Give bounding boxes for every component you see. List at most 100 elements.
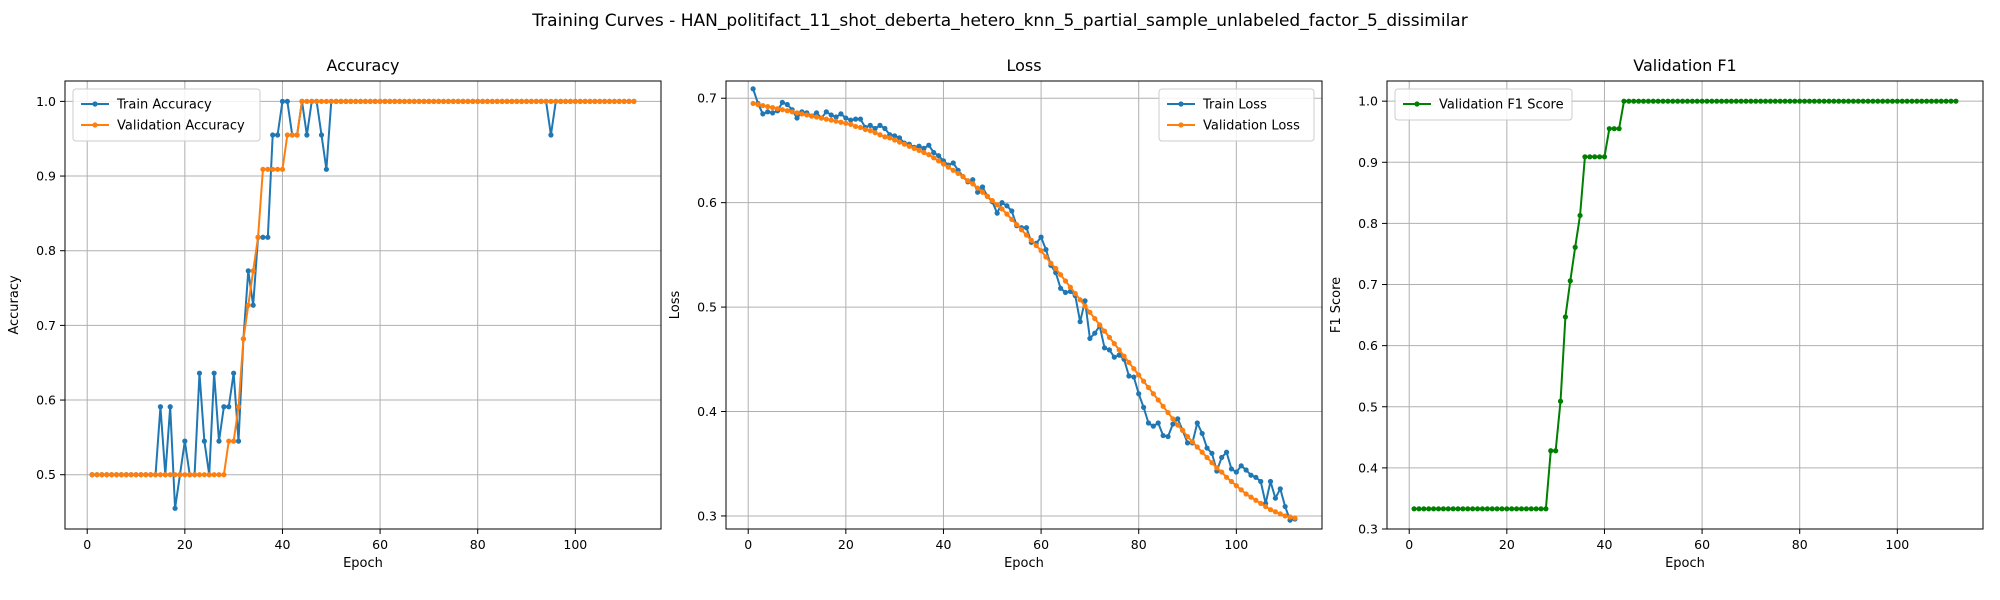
data-point bbox=[1543, 506, 1549, 512]
data-point bbox=[1758, 98, 1764, 104]
data-point bbox=[867, 122, 873, 128]
data-point bbox=[631, 98, 637, 104]
data-point bbox=[1919, 98, 1925, 104]
data-point bbox=[1145, 420, 1152, 426]
data-point bbox=[984, 193, 990, 199]
x-tick-label: 100 bbox=[563, 537, 587, 552]
data-point bbox=[1028, 237, 1034, 243]
legend: Train Loss Validation Loss bbox=[1158, 88, 1315, 142]
chart-panel-1: 0 20 40 60 80 100 0.5 0.6 0.7 0.8 0.9 1.0 Accuracy Ep… bbox=[7, 56, 662, 571]
data-point bbox=[1431, 506, 1437, 512]
x-tick-label: 100 bbox=[1224, 537, 1248, 552]
data-point bbox=[621, 98, 627, 104]
axes-frame bbox=[1386, 80, 1984, 530]
data-point bbox=[1450, 506, 1456, 512]
data-point bbox=[1145, 384, 1152, 391]
legend-box bbox=[72, 88, 261, 142]
data-point bbox=[1180, 427, 1186, 433]
data-point bbox=[216, 472, 222, 478]
data-point bbox=[514, 98, 520, 104]
data-point bbox=[1841, 98, 1847, 104]
data-point bbox=[1494, 506, 1500, 512]
data-point bbox=[975, 185, 981, 191]
data-point bbox=[196, 370, 203, 376]
data-point bbox=[196, 472, 203, 478]
data-point bbox=[1553, 448, 1559, 454]
data-point bbox=[1072, 290, 1078, 297]
data-point bbox=[1440, 506, 1446, 512]
data-point bbox=[265, 166, 271, 172]
legend-swatch-marker bbox=[1178, 122, 1184, 128]
data-point bbox=[892, 133, 898, 139]
data-point bbox=[1455, 506, 1461, 512]
data-point bbox=[582, 98, 588, 104]
data-point bbox=[1577, 212, 1583, 219]
data-point bbox=[882, 134, 888, 140]
data-point bbox=[1214, 465, 1220, 471]
data-point bbox=[235, 404, 242, 410]
x-tick-label: 60 bbox=[1694, 537, 1710, 552]
data-point bbox=[1582, 154, 1588, 160]
data-point bbox=[123, 472, 129, 478]
data-point bbox=[892, 137, 898, 143]
data-point bbox=[494, 98, 500, 104]
data-point bbox=[931, 149, 937, 156]
data-point bbox=[1772, 98, 1778, 104]
data-point bbox=[1660, 98, 1666, 104]
data-point bbox=[1062, 289, 1069, 296]
data-point bbox=[1953, 98, 1959, 104]
data-point bbox=[857, 116, 864, 122]
data-point bbox=[975, 189, 981, 195]
data-point bbox=[1277, 511, 1283, 517]
data-point bbox=[779, 99, 785, 106]
data-point bbox=[367, 98, 373, 104]
legend-entry: Validation Accuracy bbox=[117, 119, 245, 134]
data-point bbox=[548, 132, 554, 138]
data-point bbox=[245, 268, 251, 274]
data-point bbox=[1175, 422, 1181, 428]
data-point bbox=[587, 98, 593, 104]
data-point bbox=[1650, 98, 1656, 104]
data-point bbox=[1248, 472, 1254, 478]
legend-entry: Validation F1 Score bbox=[1439, 98, 1564, 113]
legend: Train Accuracy Validation Accuracy bbox=[72, 88, 261, 142]
data-point bbox=[1699, 98, 1705, 104]
data-point bbox=[1762, 98, 1769, 104]
data-point bbox=[1572, 244, 1578, 250]
data-point bbox=[1175, 416, 1181, 422]
data-point bbox=[314, 98, 320, 104]
x-tick-label: 40 bbox=[1597, 537, 1613, 552]
data-point bbox=[1850, 98, 1856, 104]
data-point bbox=[770, 110, 776, 116]
data-point bbox=[1533, 506, 1539, 512]
data-point bbox=[274, 132, 281, 138]
data-point bbox=[1665, 98, 1671, 104]
data-point bbox=[519, 98, 525, 104]
x-tick-label: 60 bbox=[372, 537, 388, 552]
data-point bbox=[882, 125, 888, 132]
data-point bbox=[533, 98, 539, 104]
data-point bbox=[113, 472, 120, 478]
data-point bbox=[1416, 506, 1422, 512]
data-point bbox=[1209, 460, 1215, 466]
data-point bbox=[382, 98, 388, 104]
data-point bbox=[323, 98, 329, 104]
y-tick-label: 1.0 bbox=[1358, 94, 1378, 109]
data-point bbox=[760, 102, 766, 109]
data-point bbox=[152, 472, 159, 478]
data-point bbox=[1743, 98, 1749, 104]
data-point bbox=[1889, 98, 1896, 104]
data-point bbox=[818, 115, 825, 121]
data-point bbox=[994, 210, 1000, 216]
data-point bbox=[1679, 98, 1686, 104]
figure-title: Training Curves - HAN_politifact_11_shot… bbox=[531, 11, 1467, 31]
data-point bbox=[157, 404, 164, 410]
data-point bbox=[1801, 98, 1808, 104]
data-point bbox=[979, 189, 986, 195]
data-point bbox=[182, 438, 188, 444]
data-point bbox=[1636, 98, 1642, 104]
data-point bbox=[211, 472, 217, 478]
data-point bbox=[935, 158, 942, 164]
data-point bbox=[201, 472, 207, 478]
